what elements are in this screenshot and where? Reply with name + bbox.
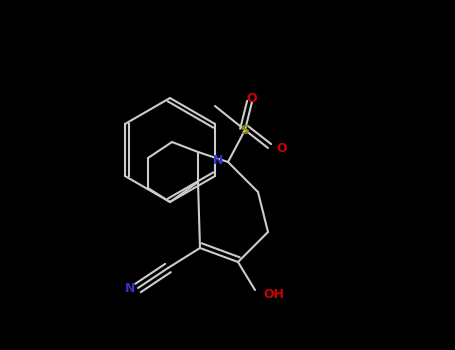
Text: O: O <box>276 141 287 154</box>
Text: S: S <box>241 124 249 136</box>
Text: OH: OH <box>263 288 284 301</box>
Text: N: N <box>213 154 223 167</box>
Text: N: N <box>125 281 135 294</box>
Text: O: O <box>247 92 258 105</box>
